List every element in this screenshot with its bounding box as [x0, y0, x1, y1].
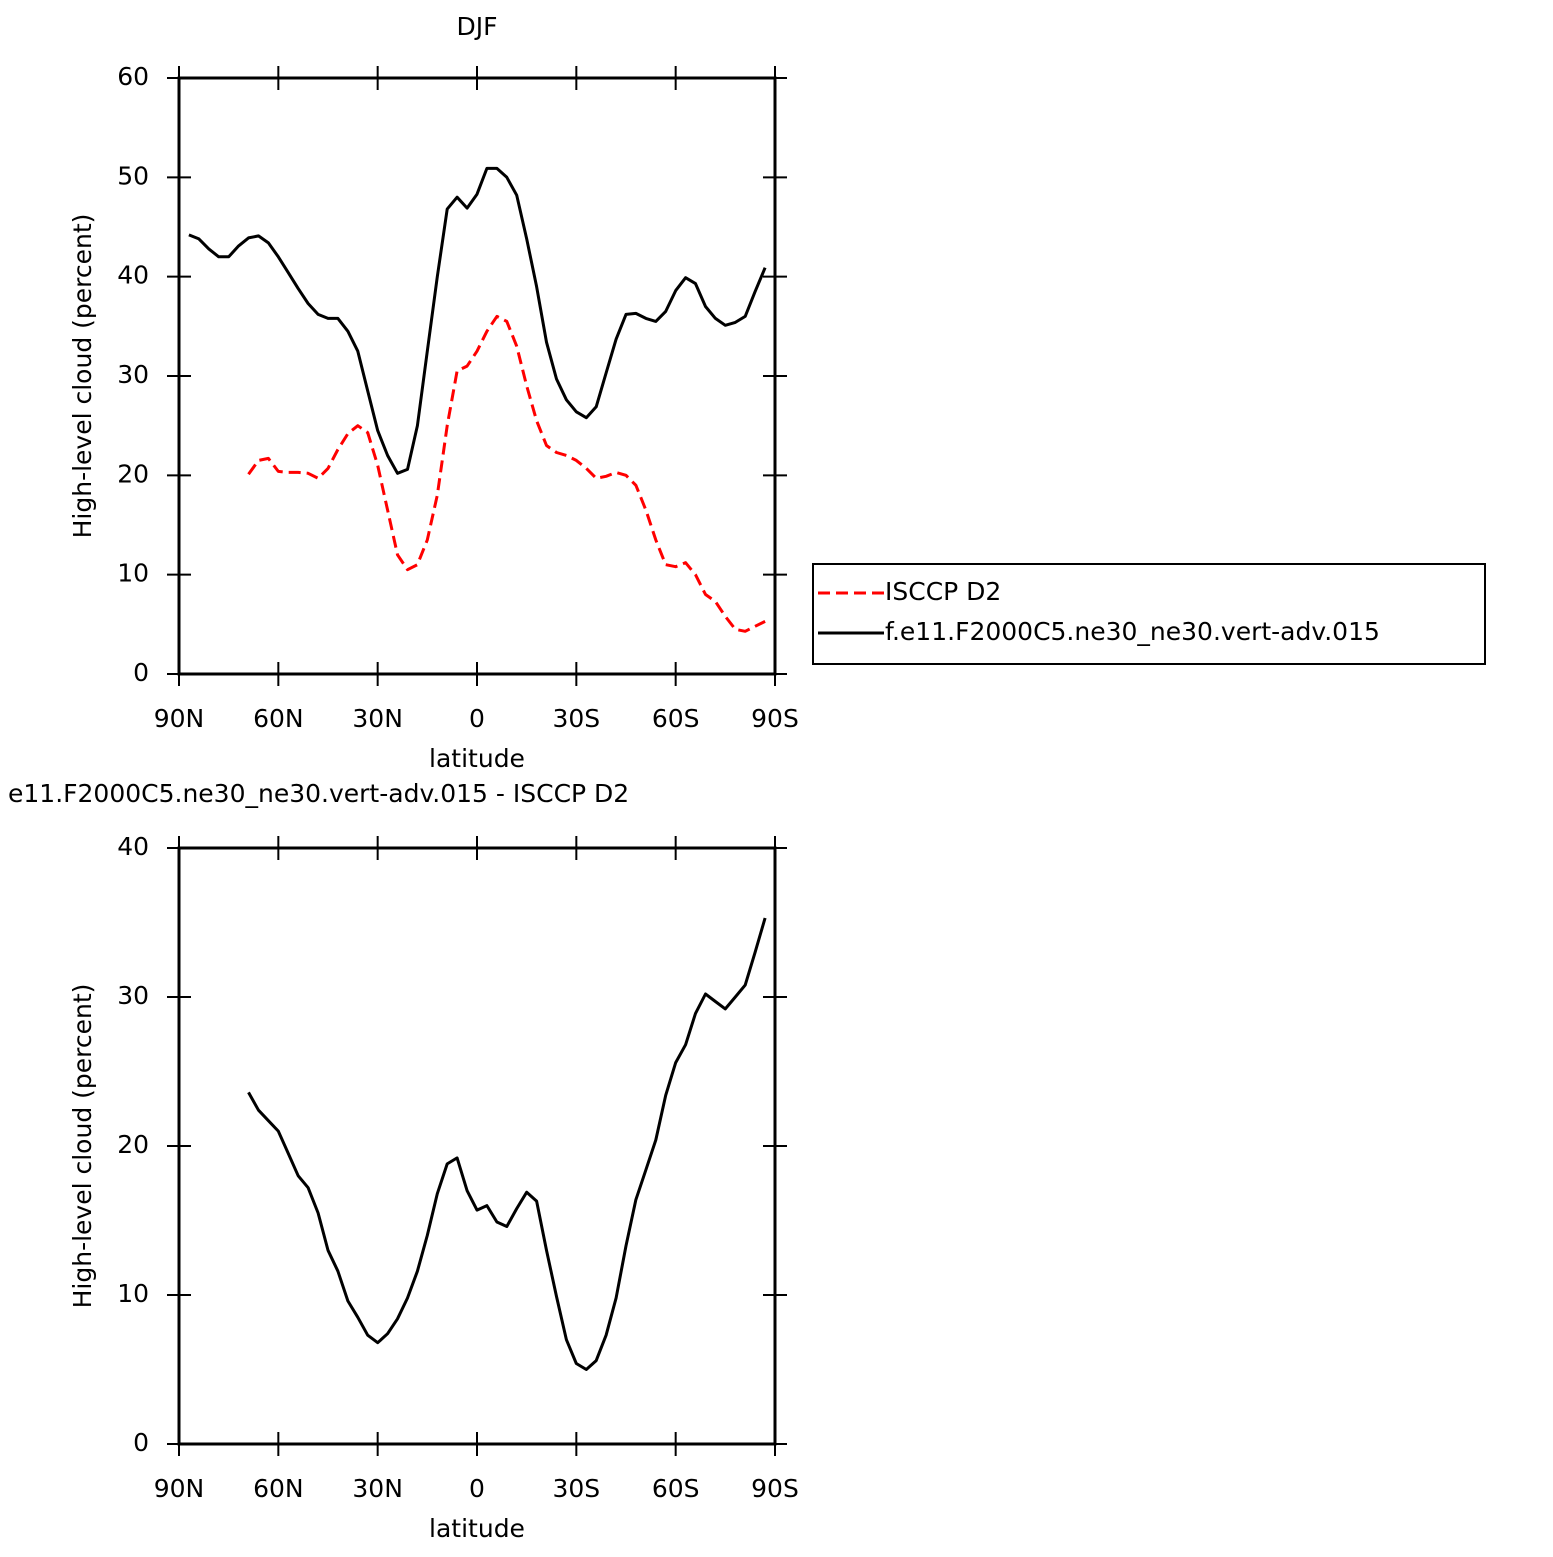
y-tick-label: 60: [117, 62, 149, 91]
x-tick-label: 90N: [154, 1474, 205, 1503]
plot-frame: [177, 76, 777, 676]
y-axis-label: High-level cloud (percent): [68, 984, 97, 1309]
legend-label: ISCCP D2: [885, 577, 1001, 606]
x-tick-label: 60N: [253, 704, 304, 733]
data-line: [247, 314, 766, 633]
x-tick-label: 60S: [652, 704, 700, 733]
legend-box: [812, 563, 1486, 665]
y-axis-label: High-level cloud (percent): [68, 214, 97, 539]
x-tick-label: 0: [469, 704, 485, 733]
y-tick-label: 0: [133, 1428, 149, 1457]
x-axis-label: latitude: [429, 744, 525, 773]
y-tick-label: 0: [133, 658, 149, 687]
y-tick-label: 30: [117, 981, 149, 1010]
x-tick-label: 30S: [552, 1474, 600, 1503]
x-tick-label: 60S: [652, 1474, 700, 1503]
x-tick-label: 30N: [352, 1474, 403, 1503]
y-tick-label: 20: [117, 459, 149, 488]
y-tick-label: 50: [117, 161, 149, 190]
y-tick-label: 10: [117, 1279, 149, 1308]
data-line: [188, 166, 767, 475]
x-tick-label: 30N: [352, 704, 403, 733]
x-axis-label: latitude: [429, 1514, 525, 1543]
x-tick-label: 90S: [751, 1474, 799, 1503]
chart-title: e11.F2000C5.ne30_ne30.vert-adv.015 - ISC…: [8, 779, 629, 808]
chart-title: DJF: [456, 12, 497, 41]
x-tick-label: 60N: [253, 1474, 304, 1503]
x-tick-label: 90N: [154, 704, 205, 733]
y-tick-label: 10: [117, 559, 149, 588]
y-tick-label: 30: [117, 360, 149, 389]
data-line: [247, 917, 767, 1371]
x-tick-label: 30S: [552, 704, 600, 733]
x-tick-label: 0: [469, 1474, 485, 1503]
y-tick-label: 40: [117, 261, 149, 290]
x-tick-label: 90S: [751, 704, 799, 733]
legend-label: f.e11.F2000C5.ne30_ne30.vert-adv.015: [885, 617, 1380, 646]
y-tick-label: 40: [117, 832, 149, 861]
y-tick-label: 20: [117, 1130, 149, 1159]
plot-frame: [177, 846, 777, 1446]
